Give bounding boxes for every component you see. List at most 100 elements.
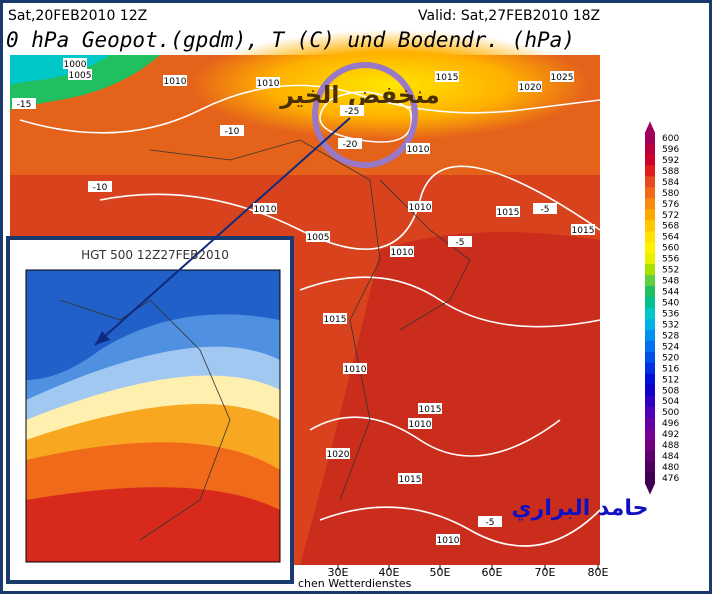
contour-label-bg (435, 71, 459, 82)
x-axis-label: 80E (588, 566, 609, 579)
map (10, 30, 601, 565)
contour-label-bg (406, 143, 430, 154)
contour-label: 1010 (409, 203, 432, 213)
contour-label-bg (12, 98, 36, 109)
colorbar-swatch (645, 187, 655, 199)
colorbar-label: 476 (662, 474, 679, 484)
contour-label: -5 (541, 205, 550, 215)
colorbar-label: 480 (662, 463, 679, 473)
author: حامد البراري (512, 496, 649, 521)
colorbar-swatch (645, 450, 655, 463)
contour-label-bg (68, 69, 92, 80)
colorbar-label: 504 (662, 397, 679, 407)
colorbar-label: 496 (662, 419, 679, 429)
contour-label-bg (253, 203, 277, 214)
contour-label-bg (390, 246, 414, 257)
colorbar-label: 560 (662, 244, 679, 254)
contour-label: -5 (486, 518, 495, 528)
inset-title: HGT 500 12Z27FEB2010 (81, 248, 229, 262)
colorbar-label: 600 (662, 134, 679, 144)
contour-label-bg (408, 201, 432, 212)
colorbar-label: 488 (662, 441, 679, 451)
colorbar-label: 556 (662, 255, 679, 265)
colorbar-label: 532 (662, 320, 679, 330)
footer: chen Wetterdienstes (298, 577, 412, 590)
contour-label: -25 (345, 107, 360, 117)
colorbar-label: 544 (662, 288, 679, 298)
colorbar-label: 540 (662, 299, 679, 309)
run-time: Sat,20FEB2010 12Z (8, 8, 147, 24)
colorbar-label: 576 (662, 200, 679, 210)
contour-label-bg (340, 105, 364, 116)
contour-label-bg (326, 448, 350, 459)
contour-label-bg (550, 71, 574, 82)
colorbar-swatch (645, 297, 655, 309)
colorbar-swatch (645, 143, 655, 155)
colorbar-label: 500 (662, 408, 679, 418)
colorbar-swatch (645, 231, 655, 243)
contour-label: 1025 (551, 73, 574, 83)
x-axis-label: 70E (535, 566, 556, 579)
contour-label: 1015 (497, 208, 520, 218)
colorbar-swatch (645, 165, 655, 177)
colorbar-swatch (645, 198, 655, 210)
contour-label-bg (533, 203, 557, 214)
contour-label: -15 (17, 100, 32, 110)
contour-label: 1020 (327, 450, 350, 460)
contour-label-bg (163, 75, 187, 86)
contour-label: 1010 (407, 145, 430, 155)
contour-label-bg (436, 534, 460, 545)
contour-label-bg (478, 516, 502, 527)
colorbar-swatch (645, 406, 655, 419)
colorbar-swatch (645, 253, 655, 265)
contour-label: 1010 (391, 248, 414, 258)
map-title: 0 hPa Geopot.(gpdm), T (C) und Bodendr. … (6, 28, 575, 52)
colorbar-label: 568 (662, 222, 679, 232)
colorbar-swatch (645, 132, 655, 144)
colorbar-label: 536 (662, 309, 679, 319)
contour-label: 1010 (257, 79, 280, 89)
colorbar-label: 528 (662, 331, 679, 341)
contour-label: 1010 (437, 536, 460, 546)
colorbar-swatch (645, 362, 655, 375)
x-axis-label: 40E (379, 566, 400, 579)
colorbar-swatch (645, 461, 655, 474)
pointer-arrow (94, 117, 351, 346)
contour-label: -5 (456, 238, 465, 248)
colorbar-swatch (645, 340, 655, 353)
hot-zone (300, 232, 600, 565)
low-highlight (312, 62, 418, 168)
contour-label: 1015 (399, 475, 422, 485)
colorbar-swatch (645, 209, 655, 221)
contour-label-bg (306, 231, 330, 242)
colorbar-swatch (645, 286, 655, 298)
colorbar-label: 580 (662, 189, 679, 199)
contour-label: 1005 (69, 71, 92, 81)
colorbar-label: 584 (662, 178, 679, 188)
colorbar-swatch (645, 308, 655, 320)
contour-label: 1010 (164, 77, 187, 87)
colorbar-label: 512 (662, 375, 679, 385)
contour-label-bg (448, 236, 472, 247)
inset (6, 236, 294, 584)
contour-label-bg (496, 206, 520, 217)
colorbar-label: 596 (662, 145, 679, 155)
contour-label: 1000 (64, 60, 87, 70)
colorbar-label: 516 (662, 364, 679, 374)
colorbar-swatch (645, 264, 655, 276)
colorbar-swatch (645, 154, 655, 166)
contour-label: 1010 (254, 205, 277, 215)
contour-label: 1010 (409, 420, 432, 430)
contour-label-bg (398, 473, 422, 484)
contour-label-bg (518, 81, 542, 92)
colorbar-swatch (645, 439, 655, 452)
contour-label: 1005 (307, 233, 330, 243)
colorbar-swatch (645, 275, 655, 287)
contour-label-bg (418, 403, 442, 414)
colorbar-label: 572 (662, 211, 679, 221)
contour-label-bg (343, 363, 367, 374)
contour-label-bg (323, 313, 347, 324)
contour-label-bg (63, 58, 87, 69)
low-name: منخفض الخير (279, 81, 440, 109)
